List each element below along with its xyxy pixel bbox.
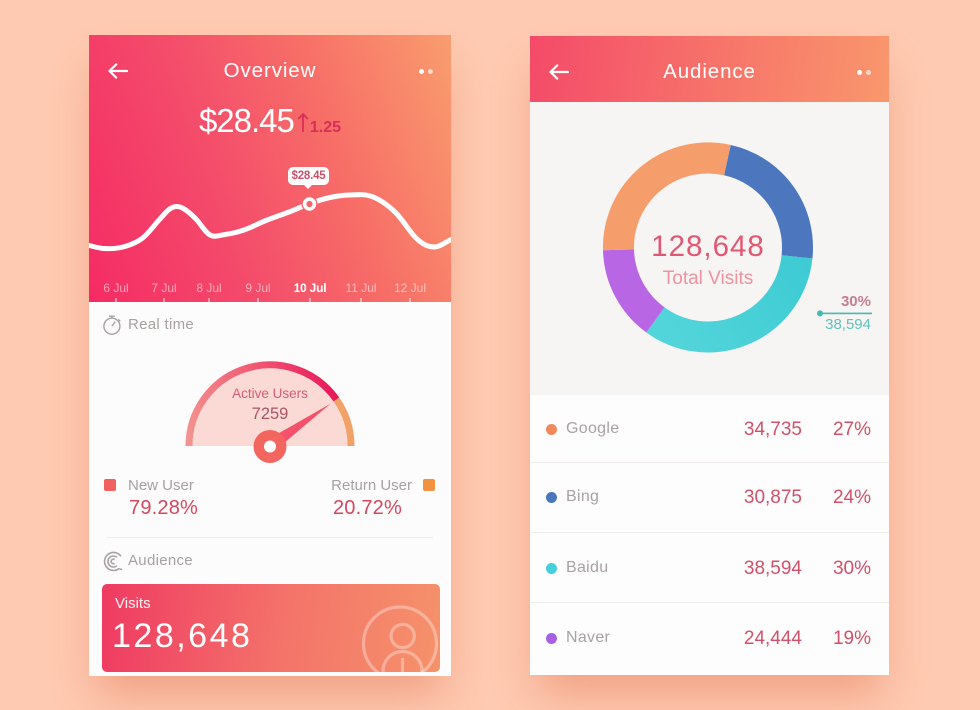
svg-text:7259: 7259 xyxy=(252,405,289,423)
svg-text:Active Users: Active Users xyxy=(232,386,308,401)
